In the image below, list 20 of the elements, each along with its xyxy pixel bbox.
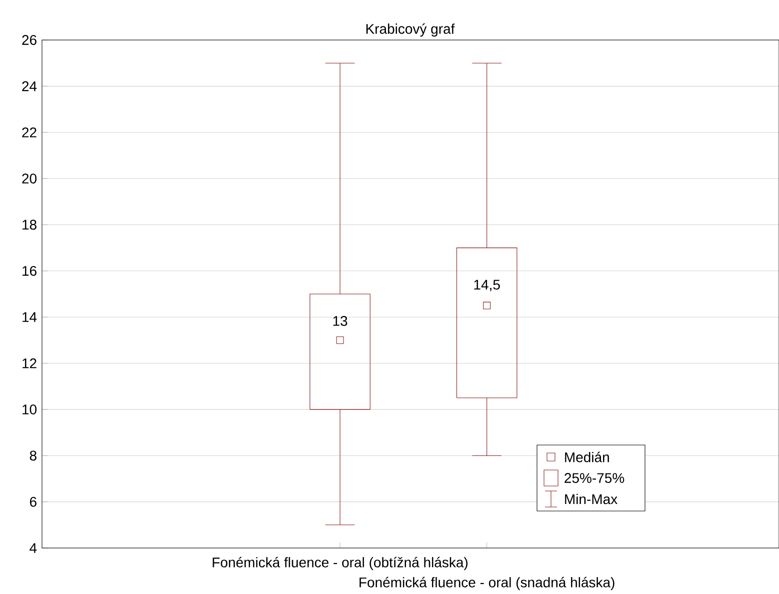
- x-tick-label: Fonémická fluence - oral (obtížná hláska): [212, 556, 468, 570]
- y-tick-label: 22: [22, 127, 36, 138]
- y-tick-label: 4: [30, 543, 37, 553]
- y-tick-label: 24: [22, 81, 37, 92]
- x-tick-label: Fonémická fluence - oral (snadná hláska): [360, 576, 614, 590]
- y-tick-label: 16: [22, 266, 36, 276]
- chart-title: Krabicový graf: [366, 23, 455, 37]
- y-tick-label: 12: [22, 358, 36, 368]
- annotation: Medián: [565, 452, 609, 462]
- y-tick-label: 6: [30, 496, 36, 507]
- annotation: 25%-75%: [564, 473, 624, 483]
- y-tick-label: 14: [22, 312, 37, 322]
- annotation: Min-Max: [565, 494, 618, 504]
- y-tick-label: 10: [22, 404, 37, 414]
- annotation: 14,5: [474, 280, 500, 292]
- y-tick-label: 20: [22, 174, 37, 184]
- y-tick-label: 26: [22, 35, 36, 45]
- y-tick-label: 8: [30, 450, 36, 461]
- annotation: 13: [333, 316, 348, 326]
- y-tick-label: 18: [22, 220, 36, 230]
